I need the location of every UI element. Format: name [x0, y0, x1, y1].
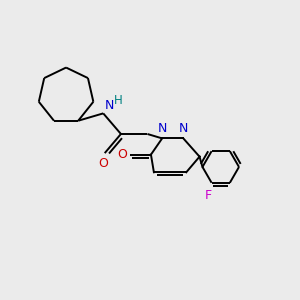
Text: O: O: [98, 157, 108, 170]
Text: O: O: [118, 148, 128, 161]
Text: N: N: [105, 99, 114, 112]
Text: H: H: [114, 94, 122, 107]
Text: F: F: [205, 189, 212, 202]
Text: N: N: [158, 122, 167, 135]
Text: N: N: [178, 122, 188, 135]
